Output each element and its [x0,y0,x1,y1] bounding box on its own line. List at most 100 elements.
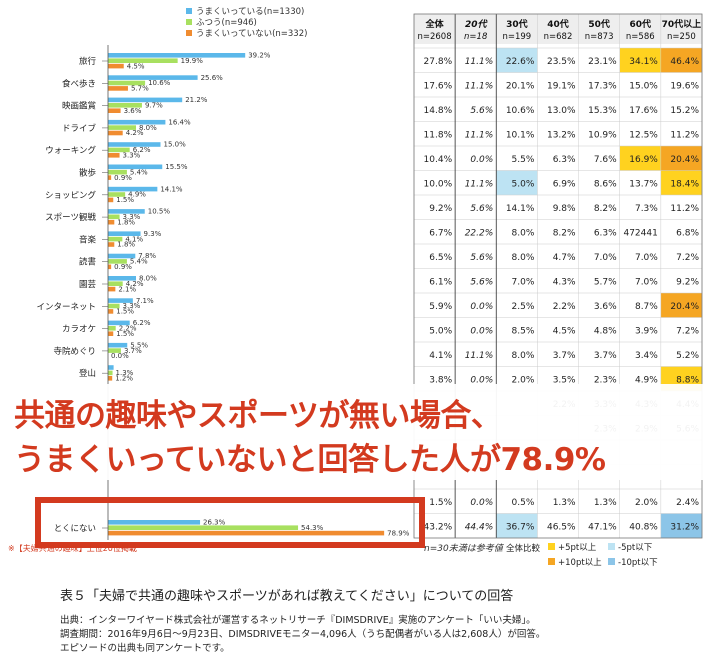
bar [108,530,385,536]
table-cell: 8.6% [594,180,617,190]
bar [108,103,142,108]
table-cell: 10.9% [588,131,617,141]
table-cell: 11.1% [465,351,494,361]
table-cell: 13.2% [547,131,576,141]
table-cell: 472441 [623,229,657,239]
table-cell: 2.4% [676,498,699,508]
table-cell: 34.1% [629,57,658,67]
bar [108,169,127,175]
highlight-cell [619,146,661,171]
bar-category-label: 食べ歩き [62,78,96,89]
table-cell: 1.3% [594,498,617,508]
table-cell: 27.8% [424,57,453,67]
table-cell: 4.9% [635,376,658,386]
table-cell: 7.0% [635,253,658,263]
bar-value-label: 3.6% [124,107,142,115]
bar-value-label: 5.7% [131,85,149,93]
table-cell: 7.2% [676,253,699,263]
bar [108,119,166,125]
bar-value-label: 0.9% [114,174,132,182]
table-cell: 8.0% [512,351,535,361]
table-header-background [414,14,702,44]
table-cell: 20.4% [670,302,699,312]
table-column-header: 50代 [588,18,610,30]
table-column-count: n=873 [585,32,614,42]
table-cell: 6.7% [429,229,452,239]
bar [108,86,128,91]
table-cell: 2.2% [553,302,576,312]
bar [108,63,124,69]
table-cell: 10.6% [506,106,535,116]
bar [108,53,246,58]
table-column-header: 60代 [630,18,652,30]
bar-value-label: 6.2% [133,146,151,154]
bar-value-label: 10.5% [148,208,171,216]
table-cell: 18.4% [670,180,699,190]
bar-value-label: 3.3% [123,213,141,221]
table-cell: 5.0% [429,327,452,337]
bar-value-label: 1.5% [116,330,134,338]
table-cell: 14.8% [424,106,453,116]
bar-value-label: 21.2% [185,96,208,104]
bar [108,147,130,153]
table-frame [413,13,703,539]
table-legend-title: 全体比較 [506,543,541,554]
table-cell: 2.5% [512,302,535,312]
table-cell: 7.0% [594,253,617,263]
bar [108,242,115,247]
table-cell: 1.3% [553,498,576,508]
highlight-cell [660,48,702,73]
table-cell: 2.0% [512,376,535,386]
bar [108,80,146,86]
highlight-cell [496,513,538,538]
table-cell: 8.7% [635,302,658,312]
bar-value-label: 39.2% [248,52,271,60]
bar-value-label: 2.2% [119,325,137,333]
bar-value-label: 9.7% [145,102,163,110]
table-cell: 0.5% [512,498,535,508]
highlight-frame [35,497,425,548]
highlight-cell [660,513,702,538]
bar [108,264,112,270]
legend-swatch [186,30,192,36]
bar-category-label: インターネット [36,302,96,312]
table-cell: 9.2% [676,278,699,288]
legend-label: うまくいっている(n=1330) [196,7,304,17]
bar [108,214,120,220]
table-cell: 13.0% [547,106,576,116]
bar-value-label: 0.0% [111,352,129,360]
bar-category-label: 読書 [79,257,97,268]
table-legend: 全体比較 +5pt以上 -5pt以下 +10pt以上 -10pt以下 [506,543,658,568]
bar [108,520,201,525]
table-cell: 3.8% [429,376,452,386]
bar [108,281,123,286]
bar-category-label: ショッピング [45,190,97,201]
bar-category-label: 散歩 [79,168,97,179]
table-cell: 7.2% [676,327,699,337]
table-cell: 11.1% [465,57,494,67]
table-cell: 8.5% [512,327,535,337]
table-cell: 6.9% [553,180,576,190]
table-note: n=30未満は参考値 [424,543,505,554]
bar-category-label: ドライブ [62,123,97,134]
bar-value-label: 1.3% [116,369,134,377]
table-cell: 3.7% [594,351,617,361]
table-legend-swatch [548,558,555,565]
table-legend-label: +10pt以上 [558,558,602,568]
bar-value-label: 1.5% [116,308,134,316]
table-cell: 6.1% [429,278,452,288]
bar [108,130,123,136]
bar [108,286,116,292]
table-cell: 5.6% [470,204,493,214]
bar-value-label: 26.3% [203,519,226,527]
bar [108,153,120,158]
highlight-cell [660,293,702,318]
table-cell: 7.3% [635,204,658,214]
bar-value-label: 1.8% [117,241,135,249]
table-cell: 20.1% [506,82,535,92]
bar-value-label: 16.4% [168,118,191,126]
table-cell: 4.8% [594,327,617,337]
table-column-count: n=682 [544,32,573,42]
table-cell: 22.6% [506,57,535,67]
bar [108,192,126,197]
